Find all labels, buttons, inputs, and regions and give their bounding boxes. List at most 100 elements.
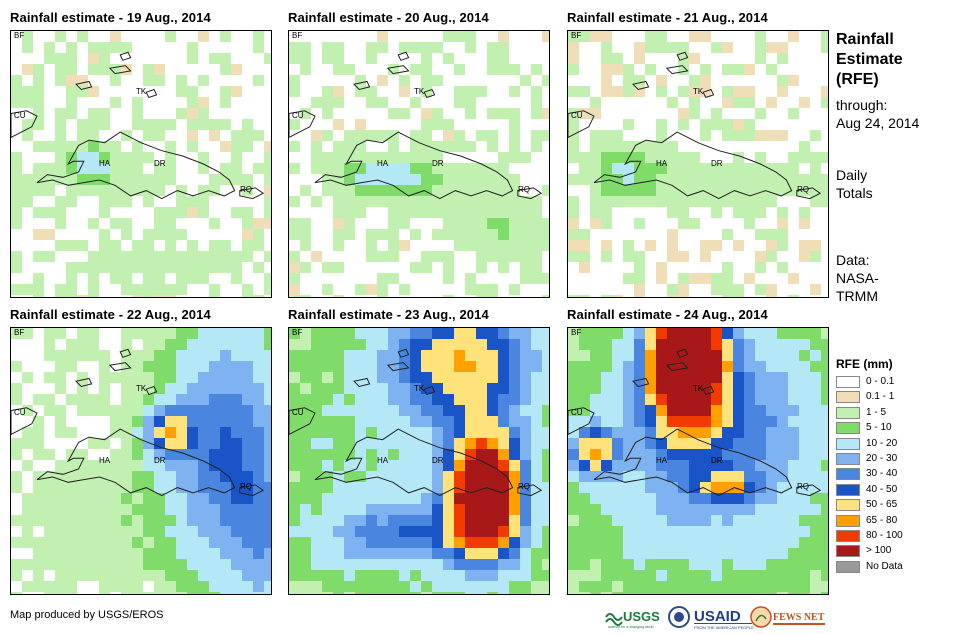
rainfall-cell — [656, 163, 667, 174]
rainfall-raster — [289, 31, 549, 297]
rainfall-cell — [476, 427, 487, 438]
rainfall-cell — [44, 548, 55, 559]
rainfall-cell — [733, 174, 744, 185]
rainfall-cell — [289, 251, 300, 262]
rainfall-cell — [55, 482, 66, 493]
rainfall-cell — [454, 174, 465, 185]
rainfall-cell — [410, 493, 421, 504]
rainfall-cell — [253, 240, 264, 251]
rainfall-cell — [209, 218, 220, 229]
rainfall-cell — [542, 185, 549, 196]
rainfall-cell — [799, 394, 810, 405]
map-label-rq: RQ — [797, 482, 809, 491]
rainfall-cell — [656, 460, 667, 471]
data-source-line: NASA- — [836, 270, 879, 286]
rainfall-cell — [311, 416, 322, 427]
rainfall-cell — [476, 537, 487, 548]
rainfall-cell — [476, 361, 487, 372]
rainfall-cell — [264, 251, 271, 262]
rainfall-cell — [531, 86, 542, 97]
rainfall-cell — [799, 372, 810, 383]
rainfall-cell — [755, 163, 766, 174]
rainfall-cell — [590, 372, 601, 383]
rainfall-cell — [454, 416, 465, 427]
rainfall-cell — [667, 471, 678, 482]
rainfall-cell — [77, 262, 88, 273]
rainfall-cell — [623, 64, 634, 75]
legend-swatch — [836, 545, 860, 558]
rainfall-cell — [568, 361, 579, 372]
rainfall-cell — [99, 493, 110, 504]
rainfall-cell — [465, 339, 476, 350]
rainfall-cell — [744, 64, 755, 75]
rainfall-cell — [454, 581, 465, 592]
rainfall-cell — [542, 361, 549, 372]
rainfall-cell — [99, 119, 110, 130]
rainfall-cell — [388, 207, 399, 218]
rainfall-cell — [33, 449, 44, 460]
rainfall-cell — [99, 383, 110, 394]
rainfall-cell — [322, 416, 333, 427]
legend-item: 30 - 40 — [836, 467, 897, 482]
rainfall-cell — [667, 559, 678, 570]
rainfall-cell — [634, 251, 645, 262]
rainfall-cell — [300, 339, 311, 350]
rainfall-cell — [333, 559, 344, 570]
rainfall-cell — [165, 570, 176, 581]
rainfall-cell — [231, 383, 242, 394]
rainfall-cell — [421, 185, 432, 196]
rainfall-cell — [509, 130, 520, 141]
rainfall-cell — [355, 482, 366, 493]
map-label-tk: TK — [414, 384, 425, 393]
rainfall-cell — [289, 592, 300, 594]
rainfall-cell — [542, 581, 549, 592]
rainfall-cell — [579, 405, 590, 416]
rainfall-cell — [711, 163, 722, 174]
rainfall-cell — [443, 31, 454, 42]
rainfall-cell — [143, 350, 154, 361]
rainfall-cell — [476, 229, 487, 240]
rainfall-cell — [722, 526, 733, 537]
rainfall-cell — [788, 273, 799, 284]
rainfall-cell — [612, 427, 623, 438]
rainfall-cell — [143, 185, 154, 196]
rainfall-cell — [509, 383, 520, 394]
rainfall-cell — [355, 86, 366, 97]
rainfall-cell — [520, 207, 531, 218]
rainfall-cell — [612, 196, 623, 207]
rainfall-cell — [209, 493, 220, 504]
rainfall-cell — [766, 229, 777, 240]
rainfall-cell — [388, 438, 399, 449]
rainfall-cell — [322, 438, 333, 449]
rainfall-cell — [498, 196, 509, 207]
rainfall-cell — [810, 548, 821, 559]
rainfall-cell — [121, 482, 132, 493]
rainfall-cell — [289, 262, 300, 273]
rainfall-cell — [612, 383, 623, 394]
rainfall-cell — [487, 493, 498, 504]
rainfall-cell — [590, 405, 601, 416]
rainfall-cell — [711, 526, 722, 537]
rainfall-cell — [289, 537, 300, 548]
rainfall-map: BF CU TK HA DR RQ — [288, 30, 550, 298]
rainfall-cell — [33, 493, 44, 504]
rainfall-cell — [711, 537, 722, 548]
rainfall-cell — [465, 559, 476, 570]
rainfall-cell — [209, 240, 220, 251]
rainfall-map: BF CU TK HA DR RQ — [567, 327, 829, 595]
rainfall-cell — [300, 361, 311, 372]
rainfall-cell — [77, 526, 88, 537]
rainfall-cell — [377, 592, 388, 594]
rainfall-cell — [366, 449, 377, 460]
rainfall-cell — [443, 570, 454, 581]
rainfall-cell — [465, 372, 476, 383]
rainfall-cell — [355, 361, 366, 372]
rainfall-cell — [289, 372, 300, 383]
legend-label: > 100 — [866, 545, 892, 557]
rainfall-cell — [11, 284, 22, 295]
rainfall-cell — [733, 493, 744, 504]
rainfall-cell — [777, 416, 788, 427]
rainfall-cell — [755, 504, 766, 515]
rainfall-cell — [165, 559, 176, 570]
